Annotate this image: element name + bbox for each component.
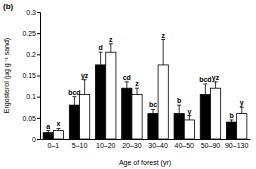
y-tick-label: 0.3	[26, 9, 36, 16]
bar	[80, 95, 90, 139]
significance-letter: a	[46, 123, 50, 130]
significance-letter: cd	[123, 74, 131, 81]
x-tick-label: 30–40	[148, 142, 168, 149]
x-tick: 5–10	[72, 139, 88, 149]
error-bar	[161, 40, 165, 65]
bar	[96, 65, 106, 139]
error-bar	[135, 88, 139, 94]
x-tick: 40–50	[175, 139, 195, 149]
significance-letter: y	[187, 108, 191, 116]
y-axis: 0 0.05 0.1 0.15 0.2 0.25 0.3	[22, 9, 40, 143]
significance-letter: z	[135, 80, 139, 87]
x-tick: 20–30	[122, 139, 142, 149]
y-tick-mark	[37, 33, 40, 34]
x-tick: 0–1	[48, 139, 60, 149]
bar	[132, 95, 142, 139]
significance-letter: z	[109, 36, 113, 43]
y-tick: 0	[32, 136, 40, 143]
bar	[184, 120, 194, 139]
y-tick-label: 0	[32, 136, 36, 143]
error-bar	[203, 84, 207, 95]
significance-letter: x	[57, 120, 61, 127]
bar	[106, 52, 116, 139]
marks	[43, 40, 247, 139]
bar	[69, 105, 79, 139]
bar	[226, 122, 236, 139]
y-tick: 0.3	[26, 9, 40, 16]
x-tick: 50–90	[201, 139, 221, 149]
y-tick: 0.2	[26, 51, 40, 58]
y-tick-label: 0.2	[26, 51, 36, 58]
y-tick-mark	[37, 139, 40, 140]
panel-title: (b)	[3, 2, 14, 11]
x-tick-label: 40–50	[175, 142, 195, 149]
x-tick: 10–20	[96, 139, 116, 149]
x-axis-title: Age of forest (yr)	[119, 159, 171, 167]
error-bar	[56, 128, 60, 130]
error-bar	[72, 97, 76, 105]
y-tick-mark	[37, 12, 40, 13]
y-tick-mark	[37, 76, 40, 77]
y-tick-mark	[37, 97, 40, 98]
bar	[53, 131, 63, 139]
y-axis-line	[37, 13, 41, 140]
x-axis: 0–1 5–10 10–20 20–30 30–40 40–50 50–90 90–130	[41, 139, 251, 149]
y-tick-mark	[37, 54, 40, 55]
x-tick: 30–40	[148, 139, 168, 149]
bar	[200, 95, 210, 139]
x-tick-label: 0–1	[48, 142, 60, 149]
y-tick: 0.25	[22, 30, 40, 37]
x-axis-line	[41, 139, 251, 140]
y-tick-label: 0.15	[22, 72, 36, 79]
y-tick-label: 0.25	[22, 30, 36, 37]
significance-letter: z	[161, 32, 165, 39]
error-bar	[240, 107, 244, 113]
x-tick: 90–130	[225, 139, 248, 149]
bar	[237, 114, 247, 139]
bar	[43, 133, 53, 139]
chart-container: 0 0.05 0.1 0.15 0.2 0.25 0.3 0–1 5–10 10–20 20–30 3…	[0, 0, 256, 169]
bar	[158, 65, 168, 139]
error-bar	[83, 80, 87, 95]
bar	[174, 114, 184, 139]
error-bar	[187, 116, 191, 120]
plot: 0 0.05 0.1 0.15 0.2 0.25 0.3 0–1 5–10 10–20 20–30 3…	[22, 9, 250, 149]
x-tick-label: 5–10	[72, 142, 88, 149]
significance-letter: bcd	[199, 76, 211, 83]
significance-letter: bcd	[68, 89, 80, 96]
error-bar	[214, 82, 218, 88]
error-bar	[109, 44, 113, 52]
y-axis-title: Ergosterol (μg g⁻¹ sand)	[3, 38, 11, 113]
bar	[148, 114, 158, 139]
error-bar	[125, 82, 129, 88]
y-tick: 0.1	[26, 93, 40, 100]
letters: a bcd d cd bc b bcd b x yz z z z y yz y	[46, 32, 244, 130]
bar	[210, 88, 220, 139]
error-bar	[230, 120, 234, 122]
x-tick-label: 50–90	[201, 142, 221, 149]
significance-letter: yz	[212, 74, 220, 82]
y-tick-label: 0.05	[22, 115, 36, 122]
significance-letter: b	[229, 112, 233, 119]
y-tick-mark	[37, 118, 40, 119]
bar	[122, 88, 132, 139]
error-bar	[46, 131, 50, 133]
x-tick-label: 10–20	[96, 142, 116, 149]
significance-letter: y	[240, 99, 244, 107]
significance-letter: b	[177, 97, 181, 104]
error-bar	[151, 109, 155, 113]
error-bar	[99, 52, 103, 65]
significance-letter: bc	[149, 101, 157, 108]
x-tick-label: 20–30	[122, 142, 142, 149]
significance-letter: yz	[81, 72, 89, 80]
y-tick: 0.05	[22, 115, 40, 122]
error-bar	[177, 105, 181, 113]
significance-letter: d	[98, 44, 102, 51]
x-tick-label: 90–130	[225, 142, 248, 149]
chart-svg: 0 0.05 0.1 0.15 0.2 0.25 0.3 0–1 5–10 10–20 20–30 3…	[0, 0, 256, 169]
y-tick-label: 0.1	[26, 93, 36, 100]
y-tick: 0.15	[22, 72, 40, 79]
